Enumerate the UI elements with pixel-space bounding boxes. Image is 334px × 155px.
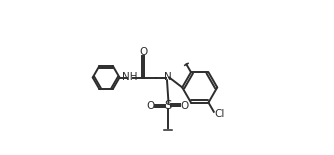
Text: O: O bbox=[139, 47, 148, 57]
Text: Cl: Cl bbox=[214, 109, 225, 119]
Text: O: O bbox=[181, 101, 189, 111]
Text: S: S bbox=[164, 99, 171, 112]
Text: O: O bbox=[147, 101, 155, 111]
Text: NH: NH bbox=[122, 73, 138, 82]
Text: N: N bbox=[164, 73, 172, 82]
